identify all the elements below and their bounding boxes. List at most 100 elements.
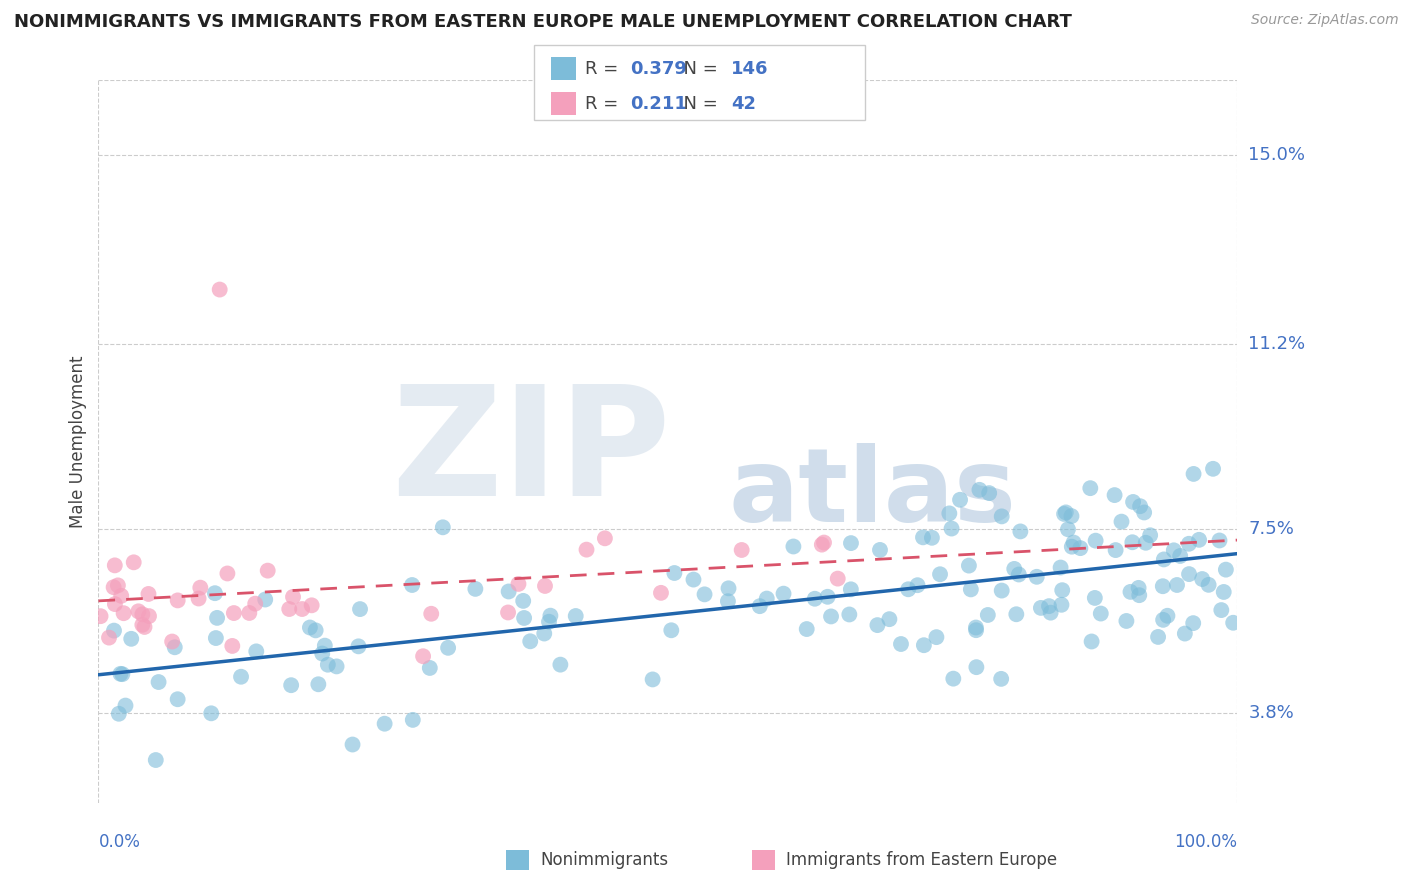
- Point: [804, 591, 827, 606]
- Text: R =: R =: [585, 60, 624, 78]
- Point: [990, 672, 1012, 686]
- Point: [401, 578, 423, 592]
- Point: [104, 597, 127, 611]
- Point: [1121, 535, 1143, 549]
- Point: [301, 599, 323, 613]
- Point: [325, 659, 347, 673]
- Point: [575, 542, 598, 557]
- Point: [1174, 626, 1197, 640]
- Text: R =: R =: [585, 95, 624, 112]
- Point: [1078, 481, 1101, 495]
- Point: [281, 590, 304, 604]
- Point: [1005, 607, 1028, 622]
- Point: [347, 640, 370, 654]
- Text: N =: N =: [672, 95, 724, 112]
- Point: [291, 602, 314, 616]
- Point: [1152, 579, 1174, 593]
- Point: [990, 583, 1012, 598]
- Point: [593, 531, 616, 545]
- Point: [305, 624, 328, 638]
- Point: [1222, 615, 1244, 630]
- Point: [1178, 567, 1201, 582]
- Point: [110, 666, 132, 681]
- Text: NONIMMIGRANTS VS IMMIGRANTS FROM EASTERN EUROPE MALE UNEMPLOYMENT CORRELATION CH: NONIMMIGRANTS VS IMMIGRANTS FROM EASTERN…: [14, 13, 1071, 31]
- Point: [519, 634, 541, 648]
- Point: [1010, 524, 1032, 539]
- Point: [145, 753, 167, 767]
- Point: [1090, 607, 1112, 621]
- Point: [1215, 563, 1237, 577]
- Point: [464, 582, 486, 596]
- Point: [1052, 583, 1074, 598]
- Point: [437, 640, 460, 655]
- Point: [1128, 588, 1150, 602]
- Point: [1111, 515, 1133, 529]
- Point: [122, 555, 145, 569]
- Point: [938, 507, 960, 521]
- Point: [942, 672, 965, 686]
- Point: [307, 677, 329, 691]
- Point: [205, 611, 228, 625]
- Point: [659, 624, 682, 638]
- Text: 15.0%: 15.0%: [1249, 146, 1305, 164]
- Point: [1002, 562, 1025, 576]
- Point: [111, 667, 134, 681]
- Point: [879, 612, 901, 626]
- Point: [513, 611, 536, 625]
- Point: [1054, 505, 1077, 519]
- Point: [1119, 585, 1142, 599]
- Point: [1104, 543, 1126, 558]
- Point: [1153, 552, 1175, 566]
- Point: [245, 597, 267, 611]
- Point: [866, 618, 889, 632]
- Point: [1063, 535, 1085, 549]
- Point: [820, 609, 842, 624]
- Point: [110, 589, 132, 603]
- Point: [1168, 549, 1191, 563]
- Point: [827, 572, 849, 586]
- Point: [278, 602, 301, 616]
- Point: [1166, 578, 1188, 592]
- Text: 42: 42: [731, 95, 756, 112]
- Point: [1152, 613, 1174, 627]
- Point: [537, 615, 560, 629]
- Point: [1029, 600, 1052, 615]
- Point: [538, 608, 561, 623]
- Point: [1069, 541, 1091, 556]
- Point: [1208, 533, 1230, 548]
- Point: [112, 606, 135, 620]
- Point: [311, 647, 333, 661]
- Point: [316, 657, 339, 672]
- Point: [1128, 581, 1150, 595]
- Point: [1039, 606, 1062, 620]
- Point: [1038, 599, 1060, 614]
- Point: [960, 582, 983, 597]
- Point: [254, 592, 277, 607]
- Point: [1163, 543, 1185, 558]
- Point: [1198, 578, 1220, 592]
- Point: [1182, 467, 1205, 481]
- Point: [134, 620, 156, 634]
- Point: [114, 698, 136, 713]
- Point: [508, 577, 530, 591]
- Point: [1178, 537, 1201, 551]
- Point: [550, 657, 572, 672]
- Point: [1188, 533, 1211, 547]
- Point: [796, 622, 818, 636]
- Point: [205, 631, 228, 645]
- Point: [512, 594, 534, 608]
- Point: [208, 283, 231, 297]
- Point: [1133, 506, 1156, 520]
- Point: [693, 587, 716, 601]
- Point: [148, 675, 170, 690]
- Point: [869, 543, 891, 558]
- Point: [120, 632, 142, 646]
- Point: [1060, 509, 1083, 524]
- Point: [1139, 528, 1161, 542]
- Point: [965, 623, 987, 637]
- Point: [187, 591, 209, 606]
- Point: [342, 738, 364, 752]
- Text: 11.2%: 11.2%: [1249, 335, 1306, 353]
- Point: [420, 607, 443, 621]
- Point: [957, 558, 980, 573]
